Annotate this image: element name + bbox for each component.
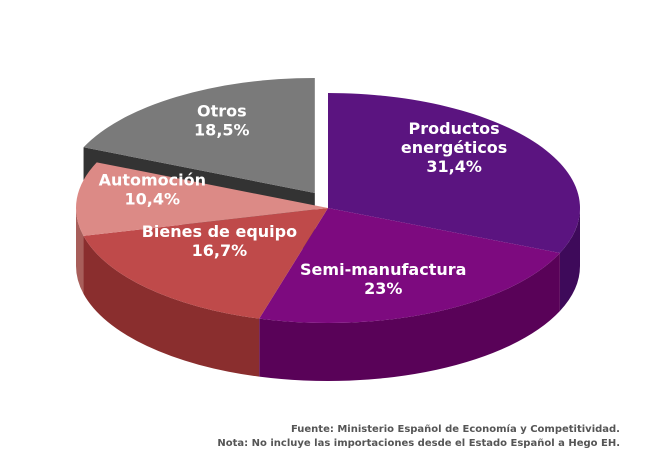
slice-name: Bienes de equipo	[142, 222, 297, 241]
slice-label: Bienes de equipo 16,7%	[142, 222, 297, 260]
slice-percent: 16,7%	[192, 241, 248, 260]
pie-slice	[328, 93, 581, 254]
source-note: Fuente: Ministerio Español de Economía y…	[290, 424, 620, 435]
slice-side-wall	[259, 253, 560, 381]
slice-percent: 18,5%	[194, 120, 250, 139]
slice-name: Automoción	[99, 170, 206, 189]
slice-side-wall	[83, 235, 260, 377]
pie-labels: Productos energéticos 31,4% Semi-manufactur…	[99, 101, 508, 298]
pie-slice	[83, 77, 315, 193]
slice-side-wall	[76, 208, 84, 294]
pie-slice	[83, 208, 328, 319]
pie-slice	[76, 162, 329, 236]
slice-name: Semi-manufactura	[300, 260, 466, 279]
slice-label: Automoción 10,4%	[99, 170, 206, 208]
slice-name: energéticos	[401, 138, 507, 157]
slice-name: Otros	[197, 101, 247, 120]
slice-label: Semi-manufactura 23%	[300, 260, 466, 298]
slice-name: Productos	[409, 119, 500, 138]
slice-percent: 31,4%	[426, 157, 482, 176]
slice-label: Otros 18,5%	[194, 101, 250, 139]
slice-side-wall	[559, 208, 580, 312]
pie-slice	[259, 208, 560, 324]
slice-label: Productos energéticos 31,4%	[401, 119, 507, 176]
extra-note: Nota: No incluye las importaciones desde…	[217, 438, 620, 449]
slice-percent: 23%	[364, 279, 402, 298]
slice-percent: 10,4%	[125, 189, 181, 208]
pie-tops	[76, 77, 581, 324]
